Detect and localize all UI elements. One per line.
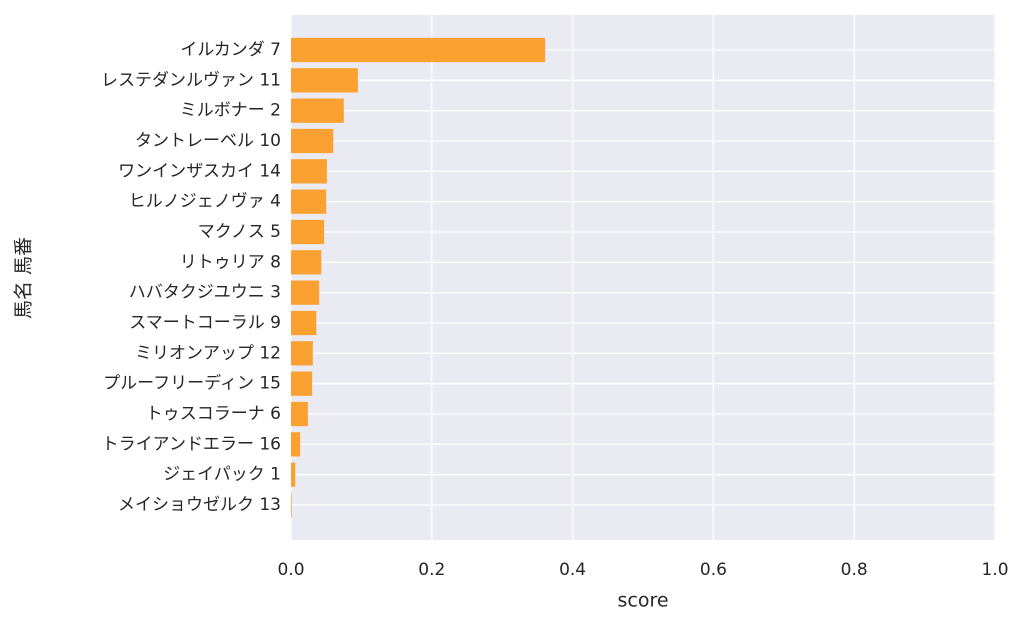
bar — [291, 492, 292, 518]
y-tick-label: ミルボナー 2 — [180, 101, 281, 121]
y-tick-label: トゥスコラーナ 6 — [146, 404, 281, 424]
bar — [291, 159, 327, 184]
x-tick-label: 0.0 — [277, 560, 304, 580]
bar — [291, 371, 313, 396]
x-tick-label: 0.2 — [418, 560, 445, 580]
y-tick-label: ミリオンアップ 12 — [135, 343, 281, 363]
bar — [291, 462, 296, 487]
y-tick-label: プルーフリーディン 15 — [103, 373, 281, 394]
bar — [291, 310, 317, 336]
y-tick-label: ジェイパック 1 — [163, 465, 281, 485]
bar — [291, 189, 327, 214]
x-axis-label: score — [617, 590, 668, 612]
y-tick-label: マクノス 5 — [198, 222, 281, 242]
y-tick-label: ワンインザスカイ 14 — [118, 161, 281, 181]
bar — [291, 432, 301, 457]
y-tick-label: レステダンルヴァン 11 — [101, 70, 281, 90]
bar — [291, 37, 546, 63]
x-tick-label: 0.6 — [700, 560, 727, 580]
bar — [291, 341, 313, 366]
y-tick-label: ハバタクジユウニ 3 — [129, 283, 281, 303]
y-tick-label: イルカンダ 7 — [180, 40, 281, 60]
y-tick-label: ヒルノジェノヴァ 4 — [129, 192, 281, 212]
y-axis-label: 馬名 馬番 — [13, 237, 35, 319]
bar — [291, 401, 308, 427]
x-tick-label: 1.0 — [981, 560, 1008, 580]
x-tick-label: 0.4 — [559, 560, 586, 580]
plot-area — [291, 15, 995, 540]
x-tick-label: 0.8 — [841, 560, 868, 580]
y-tick-label: タントレーベル 10 — [135, 131, 281, 151]
bar — [291, 98, 344, 123]
bar — [291, 280, 320, 305]
bar — [291, 68, 358, 93]
y-tick-label: スマートコーラル 9 — [129, 313, 281, 333]
y-tick-label: トライアンドエラー 16 — [102, 434, 281, 454]
y-tick-label: リトゥリア 8 — [180, 252, 281, 272]
y-tick-label: メイショウゼルク 13 — [118, 495, 281, 515]
bar — [291, 128, 334, 154]
bar — [291, 219, 325, 245]
bar — [291, 250, 322, 275]
